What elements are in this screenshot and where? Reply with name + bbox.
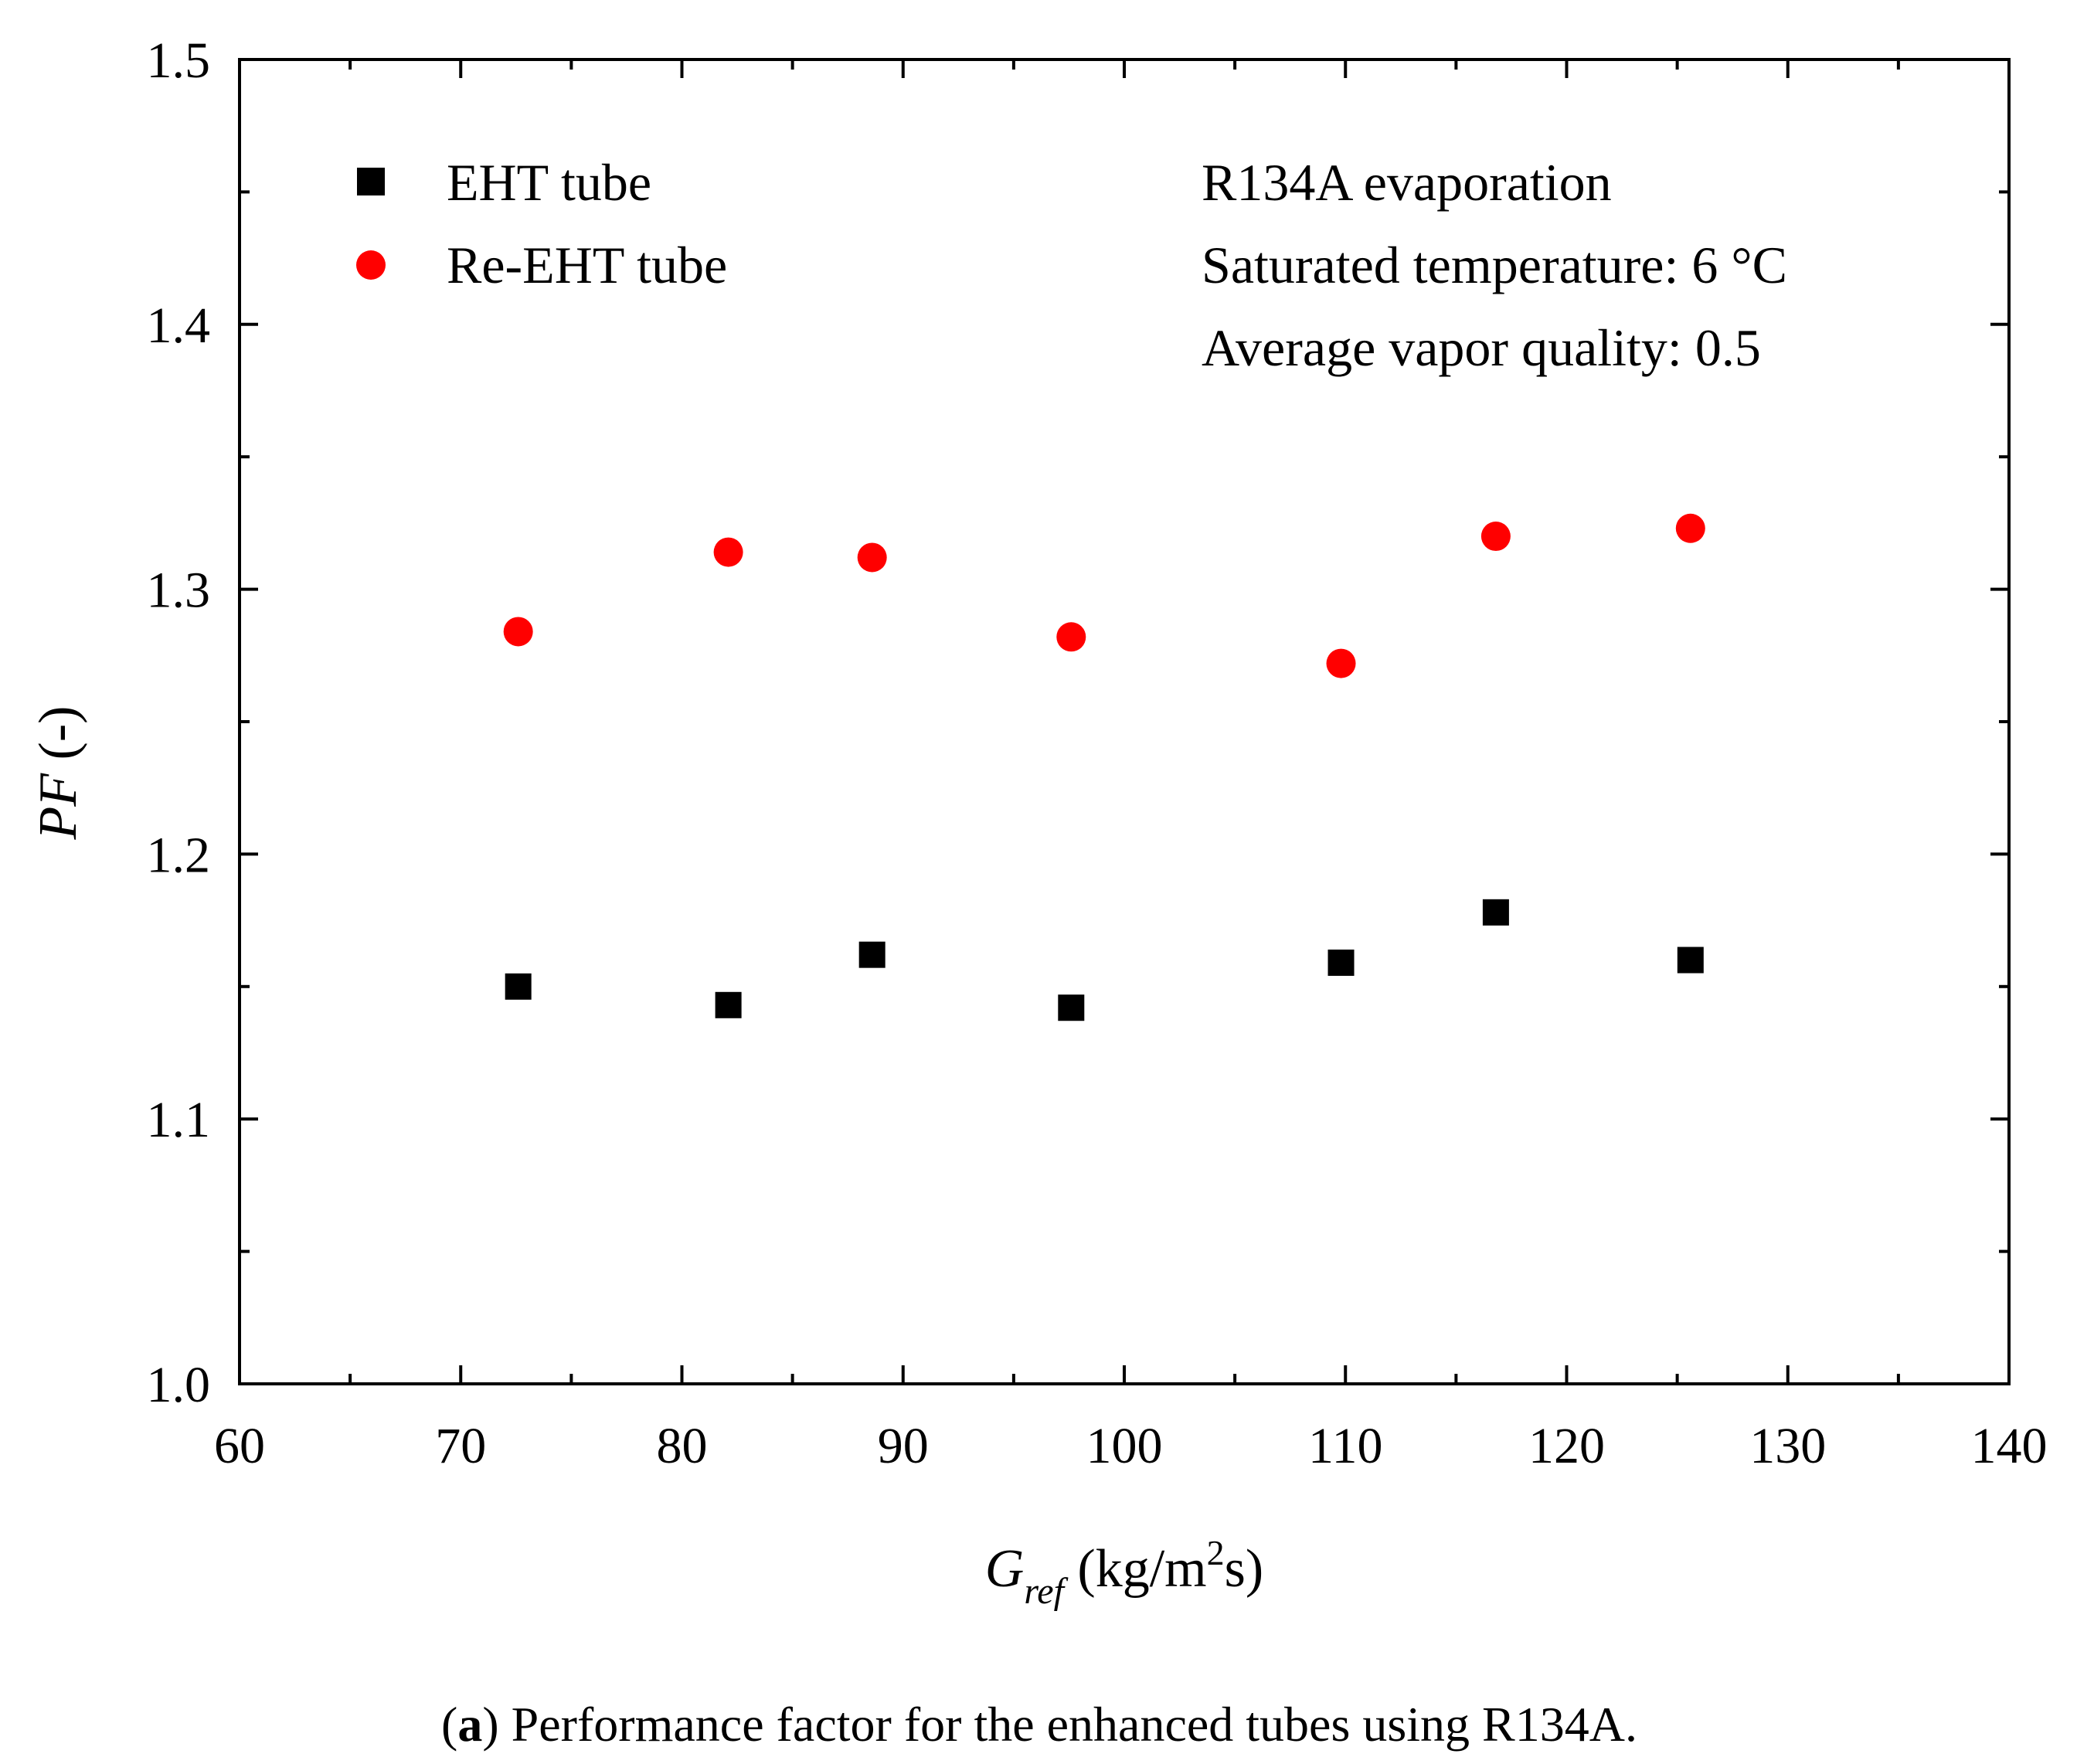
re-eht-data-point (1480, 522, 1511, 552)
x-tick-label: 130 (1749, 1418, 1826, 1474)
y-tick-label: 1.3 (147, 563, 211, 619)
x-tick-label: 100 (1086, 1418, 1163, 1474)
legend-marker-re-eht (356, 250, 386, 280)
data-marks (503, 513, 1705, 1021)
annotation-block: R134A evaporation Saturated temperature:… (1202, 153, 1787, 377)
eht-data-point (1482, 899, 1509, 926)
legend-label-re-eht: Re-EHT tube (447, 236, 727, 294)
x-tick-label: 80 (657, 1418, 708, 1474)
x-tick-label: 110 (1308, 1418, 1383, 1474)
legend-label-eht: EHT tube (447, 153, 651, 212)
legend: EHT tube Re-EHT tube (356, 153, 727, 294)
y-tick-label: 1.2 (147, 827, 211, 883)
eht-data-point (1327, 949, 1355, 976)
legend-marker-eht (357, 168, 385, 195)
re-eht-data-point (857, 542, 887, 573)
x-axis-title: Gref (kg/m2s) (985, 1533, 1263, 1612)
x-tick-label: 120 (1528, 1418, 1605, 1474)
axis-ticks (238, 58, 2011, 1385)
annotation-saturated-temperature: Saturated temperature: 6 °C (1202, 236, 1787, 294)
x-tick-label: 60 (214, 1418, 265, 1474)
x-tick-label: 70 (435, 1418, 486, 1474)
x-tick-label: 140 (1971, 1418, 2048, 1474)
y-tick-label: 1.5 (147, 32, 211, 89)
re-eht-data-point (1326, 648, 1356, 678)
re-eht-data-point (503, 617, 533, 647)
eht-data-point (715, 991, 742, 1018)
re-eht-data-point (1056, 622, 1086, 652)
eht-data-point (1058, 994, 1085, 1021)
annotation-vapor-quality: Average vapor quality: 0.5 (1202, 318, 1761, 377)
eht-data-point (1677, 947, 1704, 974)
eht-data-point (858, 941, 886, 968)
eht-data-point (505, 973, 532, 1000)
re-eht-data-point (713, 537, 743, 567)
y-axis-title: PF (-) (29, 706, 88, 841)
annotation-refrigerant: R134A evaporation (1202, 153, 1612, 212)
y-tick-label: 1.4 (147, 297, 211, 354)
y-tick-label: 1.1 (147, 1092, 211, 1148)
figure-caption: (a) Performance factor for the enhanced … (441, 1697, 1637, 1752)
axis-tick-labels: 60 70 80 90 100 110 120 130 140 1.0 1.1 1.2 1.3 1.4 1.… (147, 32, 2048, 1474)
re-eht-data-point (1675, 513, 1705, 543)
x-tick-label: 90 (878, 1418, 929, 1474)
y-tick-label: 1.0 (147, 1357, 211, 1413)
